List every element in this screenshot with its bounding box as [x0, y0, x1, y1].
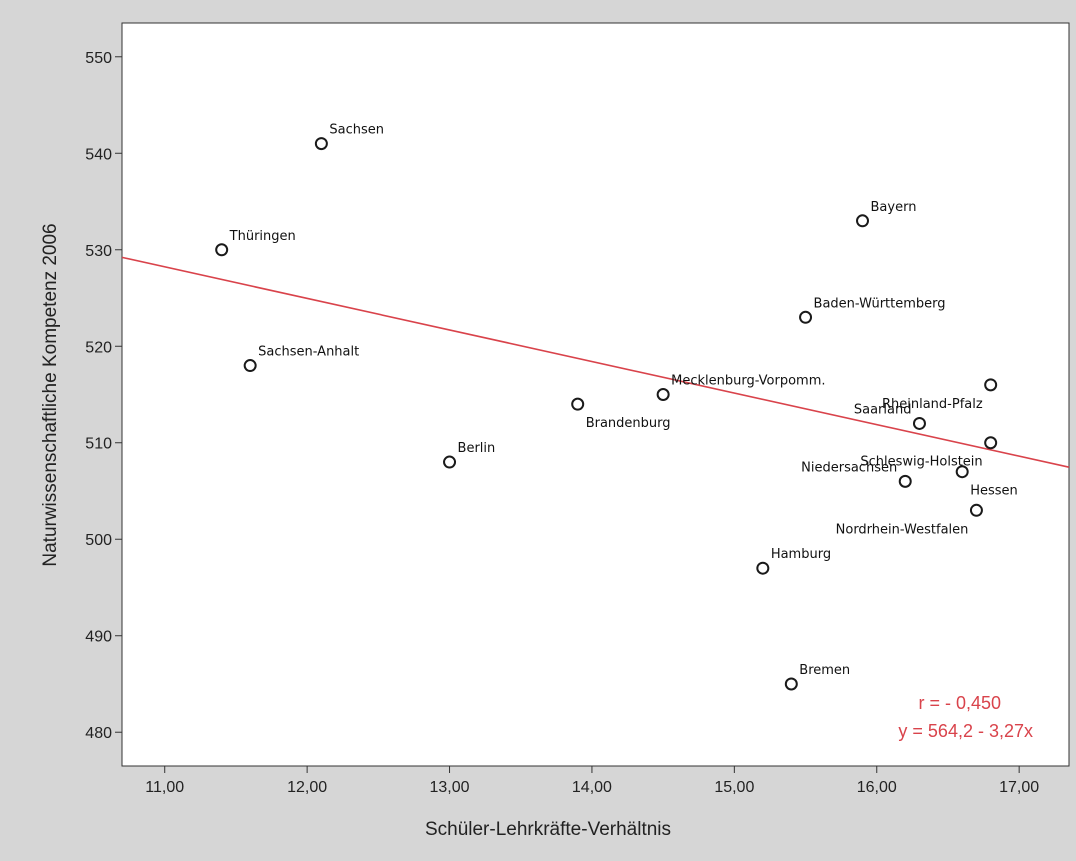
data-point-label: Baden-Württemberg: [814, 296, 946, 311]
x-tick-label: 12,00: [287, 779, 327, 796]
x-tick-label: 13,00: [430, 779, 470, 796]
data-point: [571, 397, 585, 411]
y-tick-label: 480: [85, 725, 112, 742]
data-point: [969, 503, 983, 517]
data-point-label: Saarland: [854, 402, 912, 417]
data-point: [756, 561, 770, 575]
data-point: [314, 137, 328, 151]
y-tick-label: 540: [85, 146, 112, 163]
data-point-label: Sachsen: [329, 123, 384, 138]
data-point-label: Hamburg: [771, 547, 831, 562]
y-tick-label: 550: [85, 50, 112, 67]
data-point: [984, 378, 998, 392]
regression-line: [121, 256, 1070, 468]
data-point: [799, 310, 813, 324]
data-point-label: Sachsen-Anhalt: [258, 345, 359, 360]
x-tick-label: 16,00: [857, 779, 897, 796]
y-tick-label: 530: [85, 243, 112, 260]
data-point-label: Nordrhein-Westfalen: [836, 522, 969, 537]
data-point-label: Berlin: [458, 441, 496, 456]
data-point-label: Rheinland-Pfalz: [882, 397, 983, 412]
data-point-label: Bayern: [871, 200, 917, 215]
x-tick-label: 17,00: [999, 779, 1039, 796]
data-point: [898, 474, 912, 488]
y-tick-label: 520: [85, 339, 112, 356]
data-point: [243, 359, 257, 373]
y-axis-ticks: 480 490 500 510 520 530 540 550: [85, 50, 122, 742]
plot-area: [121, 22, 1070, 767]
data-point: [215, 243, 229, 257]
data-point-label: Brandenburg: [586, 416, 671, 431]
x-axis-ticks: 11,00 12,00 13,00 14,00 15,00 16,00 17,00: [145, 766, 1039, 796]
y-tick-label: 500: [85, 532, 112, 549]
regression-equation-annotation: y = 564,2 - 3,27x: [898, 721, 1033, 741]
data-point-label: Thüringen: [229, 229, 296, 244]
data-point-label: Niedersachsen: [801, 460, 897, 475]
x-tick-label: 11,00: [145, 779, 184, 796]
x-axis-title: Schüler-Lehrkräfte-Verhältnis: [425, 819, 671, 840]
x-tick-label: 15,00: [714, 779, 754, 796]
data-point-label: Mecklenburg-Vorpomm.: [671, 374, 825, 389]
y-tick-label: 490: [85, 629, 112, 646]
data-point: [443, 455, 457, 469]
correlation-annotation: r = - 0,450: [918, 693, 1001, 713]
x-tick-label: 14,00: [572, 779, 612, 796]
data-point-label: Hessen: [970, 484, 1018, 499]
data-point-label: Bremen: [799, 663, 850, 678]
data-points: Sachsen Thüringen Sachsen-Anhalt Berlin Bran…: [215, 123, 1018, 691]
y-tick-label: 510: [85, 436, 112, 453]
data-point: [856, 214, 870, 228]
data-point: [984, 436, 998, 450]
data-point: [955, 465, 969, 479]
data-point: [784, 677, 798, 691]
y-axis-title: Naturwissenschaftliche Kompetenz 2006: [40, 223, 61, 566]
data-point-label: Schleswig-Holstein: [860, 455, 982, 470]
data-point: [912, 416, 926, 430]
data-point: [656, 388, 670, 401]
